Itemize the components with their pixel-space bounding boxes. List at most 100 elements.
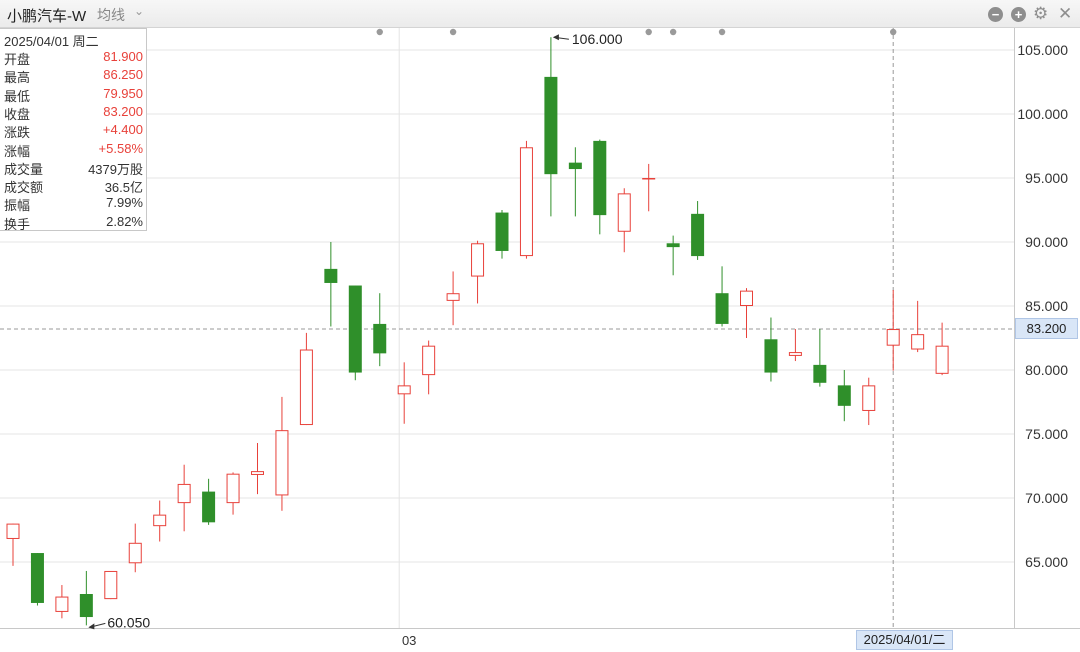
y-tick-label: 75.000 [1025, 426, 1068, 442]
candle-body-up[interactable] [251, 471, 264, 475]
candle-body-up[interactable] [128, 542, 142, 564]
event-marker-dot[interactable] [890, 28, 897, 36]
zoom-out-icon[interactable]: − [988, 7, 1003, 22]
candle-body-up[interactable] [177, 483, 191, 504]
candle-body-up[interactable] [299, 349, 313, 426]
info-row: 涨跌 +4.400 [4, 122, 143, 140]
info-row-label: 收盘 [4, 106, 31, 122]
candle-body-up[interactable] [886, 329, 900, 346]
arrow-head-icon [552, 34, 559, 41]
candle-body-up[interactable] [519, 147, 533, 257]
gear-icon[interactable]: ⚙ [1033, 4, 1049, 23]
info-row-label: 成交额 [4, 180, 44, 196]
y-tick-label: 100.000 [1017, 106, 1068, 122]
info-row-label: 涨幅 [4, 143, 31, 159]
info-row-value: 83.200 [103, 103, 143, 119]
y-tick-label: 65.000 [1025, 554, 1068, 570]
candle-body-down[interactable] [202, 491, 216, 523]
info-row: 涨幅 +5.58% [4, 141, 143, 159]
chart-toolbar: 小鹏汽车-W 均线 ⌄ − + ⚙ ✕ [0, 0, 1080, 28]
info-row-value: +5.58% [98, 140, 143, 156]
info-row-label: 涨跌 [4, 125, 31, 141]
candle-body-up[interactable] [275, 430, 289, 496]
candle-body-up[interactable] [226, 473, 240, 504]
info-row-label: 最高 [4, 70, 31, 86]
info-row: 收盘 83.200 [4, 104, 143, 122]
candle-body-up[interactable] [397, 385, 411, 395]
candle-body-up[interactable] [617, 193, 631, 232]
y-tick-label: 105.000 [1017, 42, 1068, 58]
candle-body-down[interactable] [324, 268, 338, 283]
candle-body-down[interactable] [568, 162, 582, 170]
info-row: 换手 2.82% [4, 214, 143, 232]
zoom-in-icon[interactable]: + [1011, 7, 1026, 22]
crosshair-date-label: 2025/04/01/二 [856, 630, 953, 650]
info-row-label: 成交量 [4, 161, 44, 177]
info-row-label: 开盘 [4, 52, 31, 67]
info-date: 2025/04/01 周二 [4, 34, 99, 49]
info-row: 振幅 7.99% [4, 195, 143, 213]
event-marker-dot[interactable] [718, 28, 726, 36]
info-row-value: +4.400 [102, 122, 143, 138]
info-row-value: 2.82% [106, 213, 143, 229]
y-tick-label: 85.000 [1025, 298, 1068, 314]
candle-body-down[interactable] [593, 140, 607, 216]
annotation-high-label: 106.000 [572, 31, 623, 47]
info-row-label: 振幅 [4, 198, 31, 214]
candle-body-up[interactable] [862, 385, 876, 411]
info-row-label: 最低 [4, 88, 31, 104]
candle-body-down[interactable] [813, 364, 827, 383]
candle-body-up[interactable] [422, 345, 436, 376]
info-row-value: 81.900 [103, 49, 143, 64]
candle-body-down[interactable] [837, 385, 851, 406]
stock-title: 小鹏汽车-W [7, 8, 87, 25]
candle-body-up[interactable] [911, 334, 925, 350]
close-icon[interactable]: ✕ [1058, 4, 1073, 23]
info-row-value: 79.950 [103, 85, 143, 101]
annotation-low-label: 60.050 [107, 614, 150, 630]
info-row-value: 4379万股 [88, 161, 143, 177]
candle-body-up[interactable] [6, 523, 20, 539]
candle-body-down[interactable] [495, 212, 509, 251]
candle-body-up[interactable] [740, 290, 753, 307]
y-tick-label: 95.000 [1025, 170, 1068, 186]
arrow-head-icon [88, 623, 95, 630]
candle-body-down[interactable] [30, 553, 44, 603]
candle-body-up[interactable] [788, 352, 802, 356]
candle-body-down[interactable] [79, 594, 93, 618]
candle-body-down[interactable] [691, 213, 705, 257]
candle-body-down[interactable] [666, 243, 680, 248]
info-row: 成交量 4379万股 [4, 159, 143, 177]
event-marker-dot[interactable] [669, 28, 677, 36]
ohlc-info-panel: 2025/04/01 周二 开盘 81.900 最高 86.250 最低 79.950 收盘… [0, 28, 147, 232]
info-row: 最高 86.250 [4, 67, 143, 85]
candle-body-up[interactable] [55, 596, 69, 612]
event-marker-dot[interactable] [645, 28, 652, 36]
info-row: 最低 79.950 [4, 86, 143, 104]
info-row-value: 36.5亿 [104, 180, 143, 196]
candle-body-up[interactable] [104, 570, 118, 600]
candle-body-down[interactable] [715, 293, 729, 324]
candle-body-up[interactable] [471, 243, 485, 277]
candle-body-down[interactable] [544, 76, 558, 175]
chevron-down-icon[interactable]: ⌄ [134, 4, 145, 18]
candle-body-down[interactable] [373, 323, 387, 354]
candle-body-up[interactable] [935, 345, 949, 374]
candle-body-up[interactable] [446, 293, 460, 301]
info-row: 开盘 81.900 [4, 49, 143, 67]
crosshair-price-label: 83.200 [1015, 318, 1078, 339]
info-row-value: 86.250 [103, 67, 143, 83]
y-tick-label: 90.000 [1025, 234, 1068, 250]
candle-body-up[interactable] [642, 178, 656, 180]
candle-body-up[interactable] [153, 514, 167, 527]
candle-body-down[interactable] [348, 285, 362, 373]
y-tick-label: 70.000 [1025, 490, 1068, 506]
info-row-label: 换手 [4, 216, 31, 232]
candlestick-chart[interactable]: 105.000 100.000 95.000 90.000 85.000 80.000 75… [0, 28, 1080, 652]
info-row: 成交额 36.5亿 [4, 177, 143, 195]
y-tick-label: 80.000 [1025, 362, 1068, 378]
event-marker-dot[interactable] [376, 28, 383, 36]
event-marker-dot[interactable] [449, 28, 457, 36]
ma-dropdown[interactable]: 均线 [97, 7, 125, 23]
candle-body-down[interactable] [764, 339, 778, 373]
